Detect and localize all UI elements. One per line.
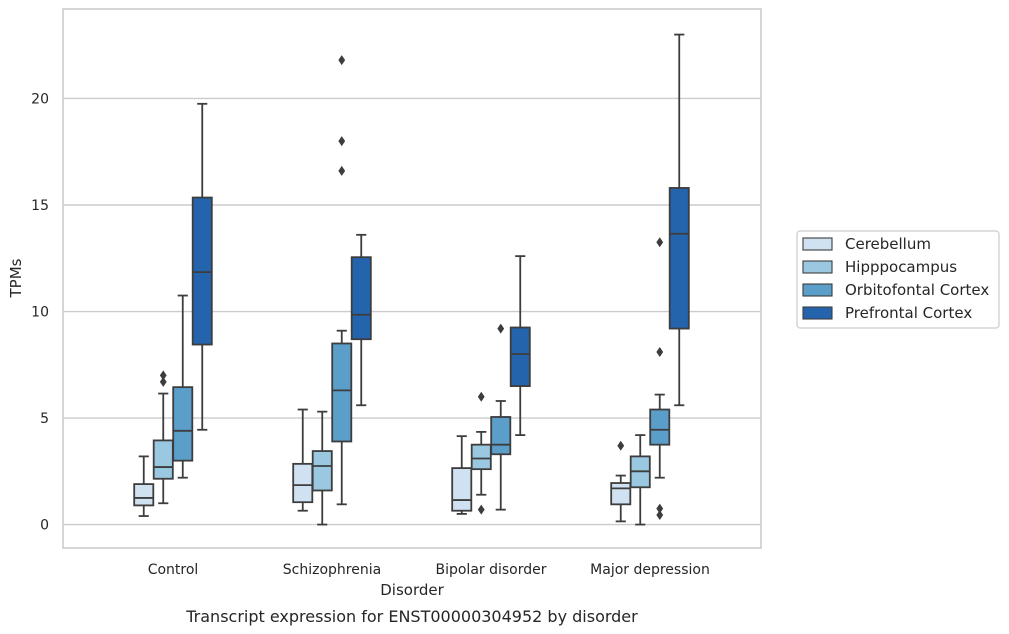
box-orbitofontal-cortex (490, 323, 512, 511)
box-prefrontal-cortex (350, 233, 372, 407)
box-iqr (292, 462, 314, 504)
box-iqr (509, 326, 531, 387)
plot-frame (62, 8, 762, 549)
box-orbitofontal-cortex (172, 294, 194, 479)
plot-area (133, 33, 690, 526)
box-iqr (451, 467, 473, 512)
outlier-point (477, 504, 485, 515)
box-iqr (152, 439, 174, 480)
box-iqr (668, 187, 690, 330)
box-orbitofontal-cortex (331, 55, 353, 506)
box-iqr (191, 196, 213, 346)
box-iqr (172, 386, 194, 462)
box-hipppocampus (311, 410, 333, 526)
box-cerebellum (292, 408, 314, 512)
legend-swatch (802, 237, 833, 251)
outlier-point (617, 440, 625, 451)
outlier-point (338, 136, 346, 147)
legend-label: Orbitofontal Cortex (845, 281, 989, 299)
legend-swatch (802, 283, 833, 297)
outlier-point (477, 391, 485, 402)
box-cerebellum (133, 455, 155, 517)
legend-label: Hipppocampus (845, 258, 957, 276)
outlier-point (656, 237, 664, 248)
x-tick-label: Major depression (590, 562, 710, 578)
y-axis-ticks: 0 5 10 15 20 (31, 91, 49, 533)
box-orbitofontal-cortex (649, 237, 671, 520)
box-iqr (133, 483, 155, 507)
box-iqr (350, 256, 372, 341)
outlier-point (159, 370, 167, 381)
outlier-point (159, 376, 167, 387)
box-iqr (649, 408, 671, 446)
legend-swatch (802, 306, 833, 320)
box-hipppocampus (629, 434, 651, 526)
box-hipppocampus (152, 370, 174, 505)
x-tick-label: Bipolar disorder (435, 562, 546, 578)
box-iqr (470, 443, 492, 471)
outlier-point (656, 503, 664, 514)
y-tick-label: 0 (40, 518, 49, 534)
legend: Cerebellum Hipppocampus Orbitofontal Corte… (796, 230, 1000, 329)
x-axis-label: Disorder (380, 581, 444, 599)
box-hipppocampus (470, 391, 492, 515)
outlier-point (656, 347, 664, 357)
y-tick-label: 15 (31, 198, 49, 214)
chart-caption: Transcript expression for ENST0000030495… (185, 607, 638, 626)
y-axis-label: TPMs (7, 258, 25, 298)
outlier-point (497, 323, 505, 334)
legend-swatch (802, 260, 833, 274)
x-tick-label: Control (148, 562, 199, 578)
box-iqr (311, 450, 333, 492)
box-cerebellum (451, 435, 473, 515)
legend-frame (796, 230, 1000, 329)
y-tick-label: 20 (31, 91, 49, 107)
x-tick-label: Schizophrenia (283, 562, 381, 578)
box-iqr (490, 416, 512, 456)
box-cerebellum (610, 440, 632, 523)
outlier-point (338, 165, 346, 176)
x-axis-ticks: Control Schizophrenia Bipolar disorder Majo… (148, 562, 710, 578)
box-prefrontal-cortex (668, 33, 690, 407)
y-tick-label: 10 (31, 305, 49, 321)
box-iqr (610, 482, 632, 506)
box-iqr (331, 342, 353, 443)
legend-label: Cerebellum (845, 235, 931, 253)
box-prefrontal-cortex (509, 255, 531, 436)
outlier-point (656, 509, 664, 520)
y-tick-label: 5 (40, 411, 49, 427)
box-prefrontal-cortex (191, 102, 213, 431)
legend-label: Prefrontal Cortex (845, 304, 972, 322)
outlier-point (338, 55, 346, 66)
